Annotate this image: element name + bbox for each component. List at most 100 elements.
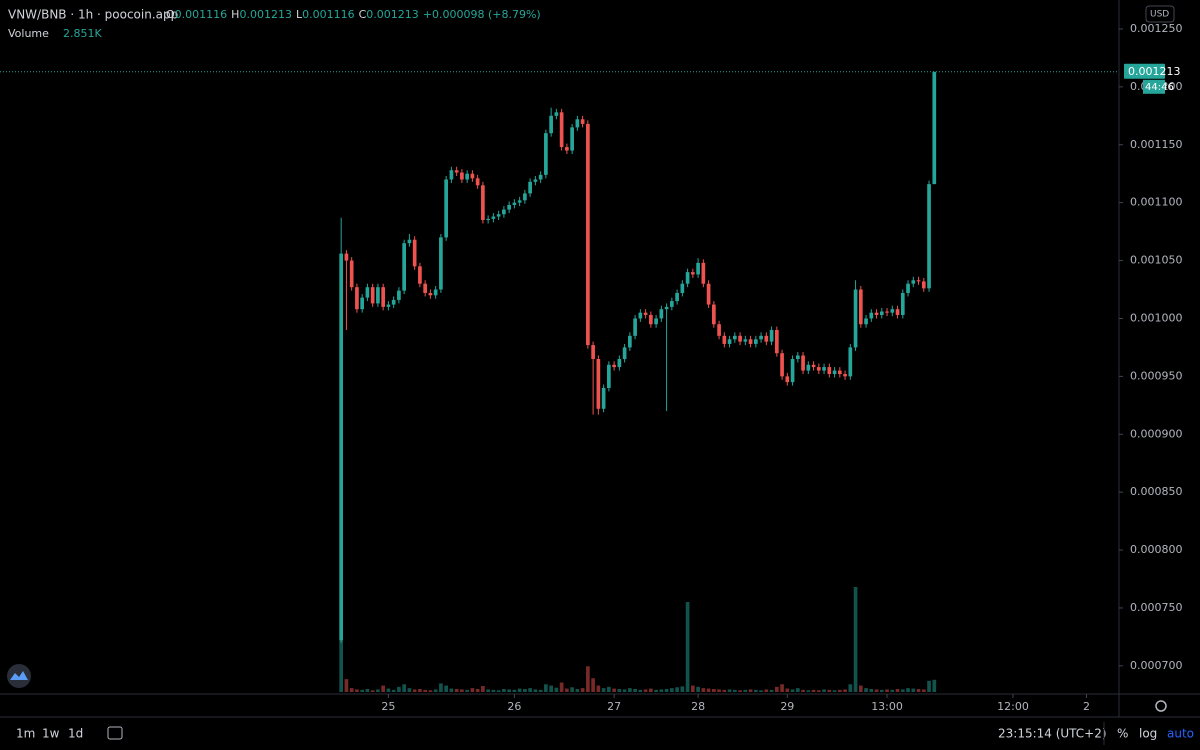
interval-button[interactable]: 1d [68, 727, 83, 741]
volume-bar [748, 689, 753, 692]
candle-body [586, 123, 590, 346]
candle-body [916, 280, 921, 282]
volume-bar [596, 685, 601, 692]
candle-body [381, 287, 386, 307]
volume-bar [911, 688, 916, 692]
x-tick-label: 27 [607, 700, 621, 713]
date-range-icon[interactable] [107, 726, 123, 740]
candle-body [895, 309, 900, 315]
volume-bar [822, 689, 826, 692]
volume-bar [670, 688, 674, 692]
volume-bar [680, 686, 685, 692]
volume-bar [900, 689, 905, 692]
volume-bar [858, 685, 863, 692]
candle-body [769, 330, 774, 342]
volume-bar [743, 689, 748, 692]
candle-body [439, 237, 443, 290]
candle-body [596, 358, 601, 409]
candle-body [491, 216, 496, 219]
volume-bar [722, 689, 727, 692]
candle-body [685, 272, 690, 284]
candle-body [365, 287, 370, 298]
candle-body [649, 314, 653, 325]
volume-bar [402, 684, 406, 692]
volume-bar [774, 686, 779, 692]
volume-bar [360, 689, 365, 692]
candle-body [355, 287, 359, 310]
volume-bar [355, 689, 359, 692]
currency[interactable]: USD [1150, 10, 1169, 20]
ohlc-value: 0.001213 [239, 8, 292, 21]
volume-bar [906, 688, 910, 692]
volume-bar [370, 690, 375, 692]
volume-bar [795, 688, 800, 692]
candle-body [591, 345, 595, 359]
ohlc-value: 0.001213 [366, 8, 419, 21]
volume-bar [570, 687, 574, 692]
volume-bar [827, 689, 832, 692]
volume-bar [638, 689, 643, 692]
candle-body [465, 173, 469, 180]
countdown-tag [1143, 79, 1165, 94]
candle-body [780, 353, 784, 377]
volume-bar [575, 689, 580, 692]
volume-bar [874, 689, 879, 692]
volume-bar [554, 687, 559, 692]
volume-bar [349, 688, 354, 692]
volume-bar [712, 689, 716, 692]
volume-bar [921, 689, 926, 692]
candle-body [680, 283, 685, 293]
volume-bar [491, 689, 496, 692]
y-tick-label: 0.001050 [1130, 254, 1183, 267]
volume-bar [339, 640, 344, 692]
y-tick-label: 0.001250 [1130, 22, 1183, 35]
candle-body [906, 283, 910, 293]
candle-body [460, 172, 464, 180]
candle-body [544, 133, 548, 175]
volume-bar [780, 684, 784, 692]
volume-bar [701, 688, 706, 692]
y-tick-label: 0.000800 [1130, 543, 1183, 556]
volume-bar [449, 688, 454, 692]
volume-bar [717, 689, 721, 692]
interval-button[interactable]: 1m [16, 727, 35, 741]
volume-bar [869, 689, 874, 692]
logo[interactable] [7, 664, 31, 688]
volume-bar [790, 689, 795, 692]
volume-bar [848, 684, 853, 692]
volume-bar [738, 690, 742, 692]
candle-body [727, 339, 732, 344]
scale-button[interactable]: log [1139, 727, 1157, 741]
candle-body [832, 370, 837, 375]
settings[interactable] [1155, 700, 1167, 712]
volume-bar [412, 689, 417, 692]
candle-body [454, 170, 459, 173]
candle-body [601, 387, 606, 409]
volume-bar [601, 688, 606, 692]
volume-bar [565, 688, 569, 692]
interval-button[interactable]: 1w [42, 727, 60, 741]
candle-body [753, 339, 758, 344]
volume-bar [612, 688, 616, 692]
x-tick-label: 13:00 [871, 700, 903, 713]
candle-body [717, 324, 721, 336]
scale-button[interactable]: auto [1167, 727, 1194, 741]
candle-body [475, 178, 480, 186]
y-tick-label: 0.000900 [1130, 427, 1183, 440]
y-tick-label: 0.000750 [1130, 601, 1183, 614]
currency-box[interactable] [1145, 5, 1175, 23]
volume-bar [843, 689, 847, 692]
candle-body [654, 318, 658, 325]
volume-bar [502, 689, 506, 692]
scale-button[interactable]: % [1117, 727, 1128, 741]
volume-bar [454, 689, 459, 692]
candle-body [549, 115, 553, 134]
volume-bar [460, 689, 464, 692]
volume-bar [633, 689, 637, 692]
candle-body [612, 364, 616, 368]
price-tag [1124, 63, 1165, 79]
volume-bar [628, 688, 632, 692]
volume-bar [481, 686, 485, 692]
